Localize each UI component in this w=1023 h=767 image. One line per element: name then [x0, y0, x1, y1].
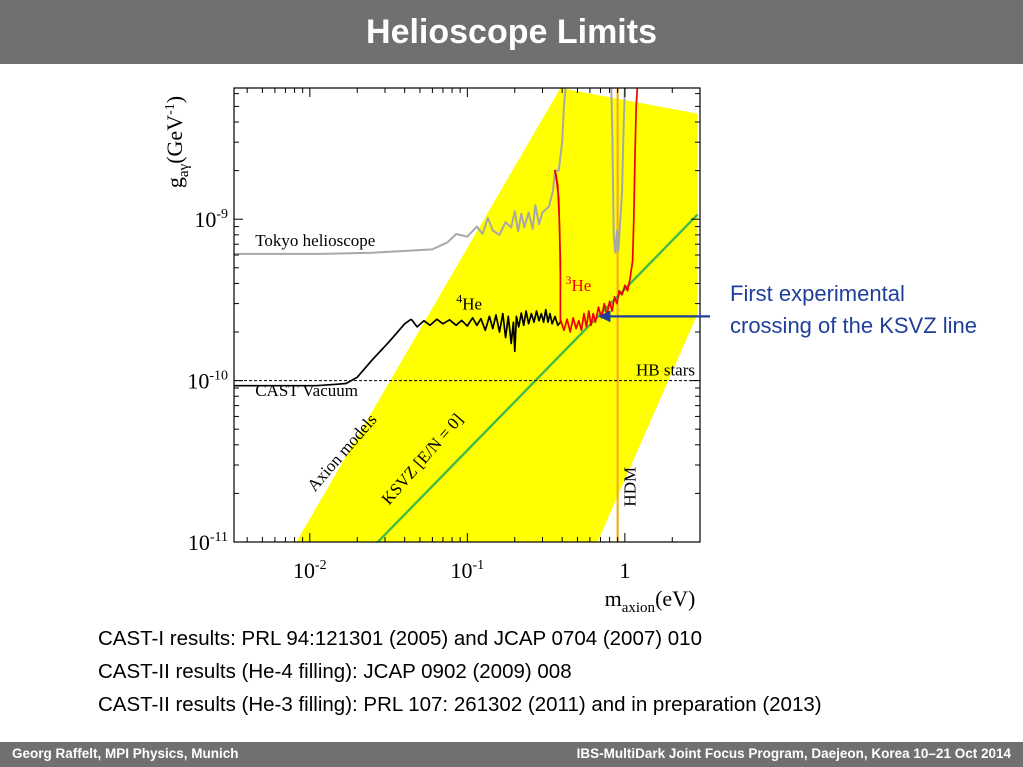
hb-stars-label: HB stars [636, 361, 695, 380]
curve-label-text: Tokyo helioscope [255, 231, 375, 250]
axion-models-band [287, 88, 698, 542]
reference-cast-ii-he4: CAST-II results (He-4 filling): JCAP 090… [98, 660, 572, 683]
x-axis-label-unit: (eV) [655, 586, 695, 611]
y-tick-label: 10-10 [187, 369, 228, 394]
tokyo-helioscope-curve-right [610, 88, 626, 254]
curve-label: 3He [566, 273, 592, 295]
references-list: CAST-I results: PRL 94:121301 (2005) and… [98, 622, 822, 721]
y-tick-base: 10 [194, 207, 216, 232]
ksvz-line [376, 213, 699, 542]
hdm-label: HDM [621, 467, 640, 507]
curve-label: Tokyo helioscope [255, 231, 375, 250]
y-tick-base: 10 [187, 369, 209, 394]
curve-label-superscript: 3 [566, 273, 572, 287]
curve-label-text: He [572, 276, 592, 295]
y-tick-exponent: -9 [216, 207, 228, 222]
annotation-line-1: First experimental [730, 281, 905, 306]
slide-footer: Georg Raffelt, MPI Physics, Munich IBS-M… [0, 742, 1023, 767]
y-axis-label-close: ) [162, 96, 187, 103]
cast-he4-curve [410, 308, 562, 353]
cast-he3-curve [554, 88, 639, 333]
x-tick-exponent: -1 [473, 558, 485, 573]
x-axis-label: maxion(eV) [605, 586, 696, 616]
y-tick-label: 10-9 [194, 207, 228, 232]
crossing-arrow-head [598, 310, 611, 323]
slide-title-bar: Helioscope Limits [0, 0, 1023, 64]
curve-label: 4He [456, 292, 482, 314]
x-tick-label: 10-1 [451, 558, 485, 583]
x-tick-label: 1 [619, 558, 630, 583]
y-axis-label-exponent: -1 [163, 103, 178, 115]
y-tick-base: 10 [188, 530, 210, 555]
y-tick-label: 10-11 [188, 530, 228, 555]
y-tick-exponent: -10 [209, 369, 228, 384]
x-tick-label: 10-2 [293, 558, 327, 583]
y-axis-label-unit: (GeV [162, 115, 187, 164]
x-axis-label-base: m [605, 586, 622, 611]
x-tick-base: 10 [451, 558, 473, 583]
footer-event: IBS-MultiDark Joint Focus Program, Daeje… [576, 746, 1011, 761]
annotation-line-2: crossing of the KSVZ line [730, 313, 978, 338]
curve-label-text: He [462, 295, 482, 314]
reference-cast-ii-he3: CAST-II results (He-3 filling): PRL 107:… [98, 693, 822, 716]
y-axis-label: gaγ(GeV-1) [162, 96, 192, 188]
x-axis-label-subscript: axion [622, 600, 656, 616]
x-tick-base: 1 [619, 558, 630, 583]
x-tick-exponent: -2 [315, 558, 327, 573]
helioscope-chart: 10-2 10-1 110-1110-1010-9maxion(eV)gaγ(GeV… [162, 87, 710, 616]
y-tick-exponent: -11 [210, 530, 228, 545]
reference-cast-i: CAST-I results: PRL 94:121301 (2005) and… [98, 627, 702, 650]
ksvz-crossing-annotation: First experimental crossing of the KSVZ … [730, 278, 977, 342]
cast-vacuum-curve [234, 318, 412, 387]
curve-label-text: CAST Vacuum [255, 381, 358, 400]
footer-author: Georg Raffelt, MPI Physics, Munich [12, 746, 239, 761]
curve-label: CAST Vacuum [255, 381, 358, 400]
slide-title: Helioscope Limits [366, 12, 657, 51]
tokyo-helioscope-curve [234, 88, 567, 255]
y-axis-label-subscript: aγ [176, 163, 192, 177]
y-axis-label-base: g [162, 177, 187, 188]
x-tick-base: 10 [293, 558, 315, 583]
curve-label-superscript: 4 [456, 292, 462, 306]
